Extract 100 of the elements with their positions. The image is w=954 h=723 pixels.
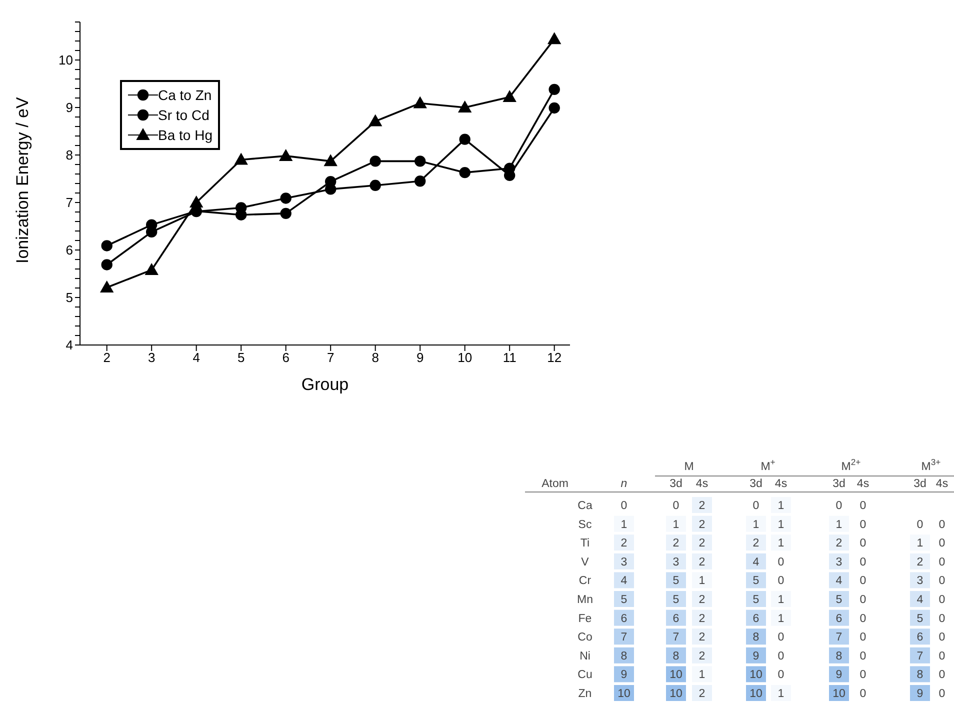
x-tick-label: 3d (832, 478, 846, 490)
y-tick-label: 7 (66, 195, 73, 210)
data-label: 6 (752, 612, 760, 625)
data-label: 1 (672, 518, 680, 531)
data-label: 1 (698, 669, 706, 682)
data-label: 1 (836, 518, 842, 531)
data-label: 2 (620, 538, 628, 550)
y-axis-title: Ionization Energy / eV (13, 96, 32, 264)
x-tick-label: 5 (237, 350, 245, 366)
data-label: 7 (836, 632, 842, 644)
data-label: 3 (620, 556, 628, 568)
x-tick-label: 6 (282, 350, 290, 366)
data-label: 2 (698, 612, 706, 625)
text: M (684, 461, 694, 473)
x-tick-label: 3d (750, 478, 762, 490)
legend-label: Ba to Hg (158, 127, 212, 143)
data-label: 0 (752, 500, 760, 512)
x-tick-label: 2 (103, 350, 110, 366)
data-label: 9 (620, 669, 628, 682)
data-label: 9 (836, 669, 842, 682)
x-tick-label: 9 (416, 350, 424, 366)
data-label: 0 (938, 538, 946, 550)
data-label: 0 (938, 688, 946, 700)
data-label: 0 (620, 500, 628, 512)
data-label: 2 (752, 538, 760, 550)
data-label: 0 (836, 500, 842, 512)
y-tick-label: 5 (66, 290, 73, 306)
data-label: 0 (938, 594, 946, 606)
data-label: 3 (836, 556, 842, 568)
data-label: 5 (752, 594, 760, 606)
legend-label: Sr to Cd (158, 107, 210, 123)
y-tick-label: Ti (580, 538, 590, 550)
data-label: 0 (938, 669, 946, 682)
data-label: 1 (778, 538, 784, 550)
data-label: 0 (778, 632, 784, 644)
point (324, 154, 338, 166)
data-label: 1 (778, 688, 784, 700)
y-tick-label: V (581, 556, 590, 568)
data-label: 0 (938, 575, 946, 588)
data-label: 5 (672, 594, 680, 606)
data-label: 0 (860, 538, 866, 550)
data-label: 8 (916, 669, 924, 682)
x-axis-title: Group (301, 375, 349, 394)
data-label: 7 (672, 632, 680, 644)
point (459, 166, 470, 178)
y-tick-label: Co (578, 632, 592, 644)
x-tick-label: 8 (372, 350, 379, 366)
data-label: 2 (672, 538, 680, 550)
x-tick-label: 4s (774, 478, 788, 490)
point (548, 84, 560, 96)
x-tick-label: 4 (192, 350, 200, 366)
data-label: 10 (750, 688, 762, 700)
x-tick-label: 4s (856, 478, 870, 490)
point (190, 196, 203, 208)
point (234, 153, 248, 165)
data-label: 0 (916, 518, 924, 531)
data-label: 0 (938, 612, 946, 625)
y-axis-title: Atom (542, 478, 568, 490)
point (503, 90, 516, 102)
data-label: 1 (778, 594, 784, 606)
data-label: 0 (860, 518, 866, 531)
data-label: 0 (860, 594, 866, 606)
x-tick-label: 3d (914, 478, 926, 490)
data-label: 3 (672, 556, 680, 568)
data-label: 0 (860, 688, 866, 700)
data-label: 0 (778, 650, 784, 662)
data-label: 10 (750, 669, 762, 682)
data-label: 6 (620, 612, 628, 625)
data-label: 7 (916, 650, 924, 662)
data-label: 0 (860, 556, 866, 568)
y-tick-label: 9 (66, 100, 73, 116)
x-tick-label: 11 (502, 350, 516, 366)
data-label: 7 (620, 632, 628, 644)
y-tick-label: Ca (578, 500, 593, 512)
point (548, 32, 561, 44)
data-label: 0 (938, 518, 946, 531)
point (280, 192, 292, 204)
data-label: 4 (916, 594, 924, 606)
x-tick-label: n (620, 478, 628, 490)
point (459, 134, 470, 145)
data-label: 5 (672, 575, 680, 588)
point (280, 208, 292, 220)
data-label: 4 (836, 575, 843, 588)
data-label: 6 (672, 612, 680, 625)
data-label: 0 (860, 500, 866, 512)
data-label: 10 (670, 688, 682, 700)
data-label: 6 (916, 632, 924, 644)
data-label: 0 (860, 632, 866, 644)
y-tick-label: 10 (58, 52, 73, 68)
x-tick-label: 4s (936, 478, 948, 490)
x-tick-label: 12 (547, 350, 562, 366)
legend-label: Ca to Zn (158, 87, 212, 103)
data-label: 0 (778, 575, 784, 588)
x-tick-label: 4s (696, 478, 708, 490)
data-label: 2 (698, 538, 706, 550)
data-label: 1 (916, 538, 924, 550)
data-label: 0 (938, 650, 946, 662)
text: M$^{3+}$ (921, 457, 941, 473)
data-label: 9 (752, 650, 760, 662)
data-label: 2 (698, 650, 706, 662)
